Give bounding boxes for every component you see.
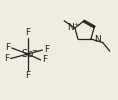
Text: F: F [6, 44, 11, 52]
Text: −: − [31, 48, 37, 55]
Text: F: F [4, 54, 9, 63]
Text: N: N [94, 36, 101, 44]
Text: F: F [44, 46, 49, 54]
Text: F: F [25, 28, 30, 37]
Text: +: + [74, 22, 79, 26]
Text: F: F [42, 56, 47, 64]
Text: F: F [25, 71, 30, 80]
Text: Sb: Sb [22, 49, 34, 59]
Text: N: N [67, 22, 74, 32]
